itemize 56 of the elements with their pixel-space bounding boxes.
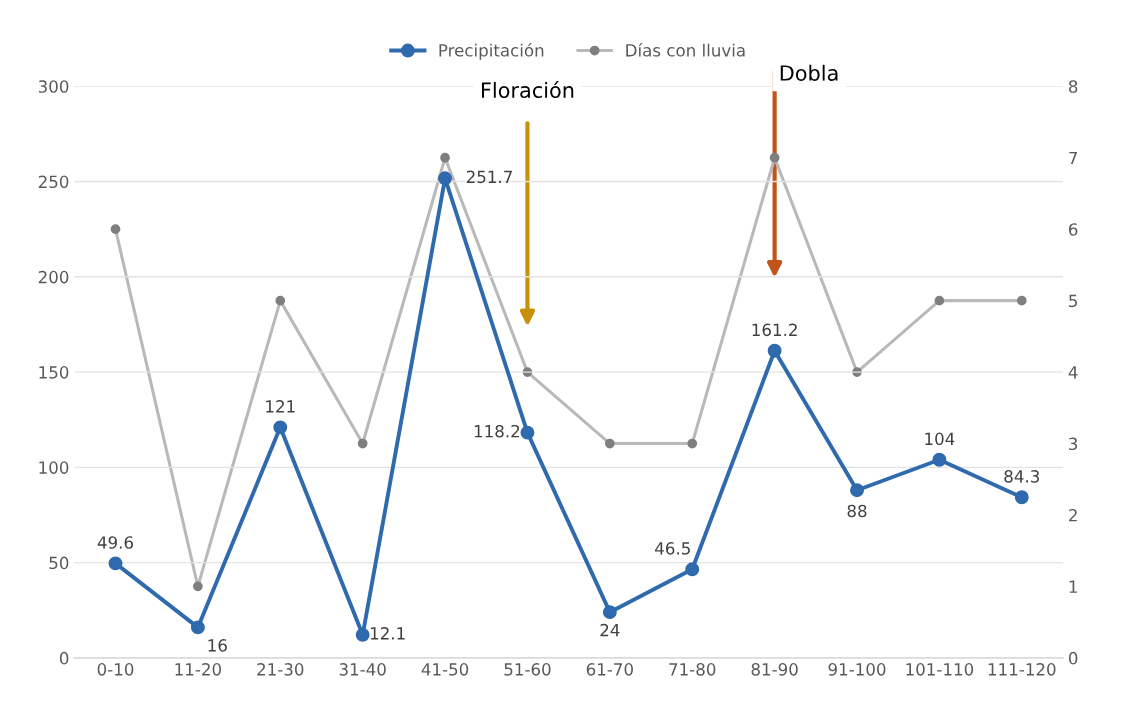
- y-tick-label: 200: [38, 270, 69, 284]
- legend-label: Días con lluvia: [626, 43, 745, 57]
- data-label: 104: [925, 432, 955, 446]
- point: [520, 425, 535, 440]
- x-tick-label: 101-110: [906, 663, 974, 676]
- data-label: 12.1: [370, 627, 405, 640]
- data-label: 84.3: [1004, 470, 1040, 483]
- y2-tick-label: 7: [1069, 151, 1078, 165]
- point: [602, 605, 617, 620]
- point: [108, 556, 123, 571]
- x-tick-label: 41-50: [421, 663, 469, 676]
- point: [190, 620, 205, 635]
- x-tick-label: 11-20: [175, 663, 221, 676]
- y2-tick-label: 4: [1068, 366, 1078, 379]
- y-tick-label: 0: [59, 651, 69, 665]
- y2-tick-label: 8: [1068, 80, 1078, 93]
- y-tick-label: 250: [38, 175, 69, 189]
- point: [1014, 490, 1029, 505]
- y2-tick-label: 2: [1069, 508, 1077, 522]
- text: Dobla: [780, 64, 838, 81]
- data-label: 46.5: [655, 542, 690, 555]
- point: [685, 562, 700, 577]
- y2-tick-label: 0: [1068, 651, 1078, 665]
- x-tick-label: 111-120: [988, 663, 1056, 676]
- y-tick-label: 300: [38, 80, 69, 93]
- y2-tick-label: 3: [1069, 437, 1078, 451]
- data-label: 161.2: [752, 323, 797, 337]
- x-tick-label: 0-10: [97, 663, 134, 676]
- y-tick-label: 50: [49, 556, 69, 570]
- data-label: 24: [600, 623, 620, 637]
- x-tick-label: 21-30: [257, 663, 304, 676]
- y-tick-label: 150: [39, 366, 69, 379]
- data-label: 121: [266, 400, 295, 413]
- annotation: Floración: [481, 81, 574, 99]
- y2-tick-label: 1: [1069, 580, 1077, 593]
- x-tick-label: 51-60: [504, 663, 551, 676]
- data-label: 118.2: [474, 424, 520, 438]
- x-tick-label: 81-90: [751, 663, 798, 676]
- x-tick-label: 91-100: [828, 663, 886, 676]
- data-label: 251.7: [466, 170, 512, 184]
- point: [273, 420, 288, 435]
- point: [438, 171, 453, 186]
- point: [850, 483, 864, 498]
- y2-tick-label: 5: [1069, 294, 1077, 308]
- x-tick-label: 31-40: [339, 663, 386, 676]
- data-label: 88: [847, 504, 867, 518]
- y-tick-label: 100: [39, 461, 69, 474]
- y2-tick-label: 6: [1069, 223, 1078, 236]
- data-label: 16: [208, 639, 227, 652]
- legend-label: Precipitación: [439, 43, 544, 60]
- point: [767, 343, 782, 358]
- point: [932, 452, 947, 467]
- x-tick-label: 71-80: [669, 663, 716, 676]
- point: [355, 627, 370, 642]
- data-label: 49.6: [97, 536, 133, 549]
- x-tick-label: 61-70: [586, 663, 633, 676]
